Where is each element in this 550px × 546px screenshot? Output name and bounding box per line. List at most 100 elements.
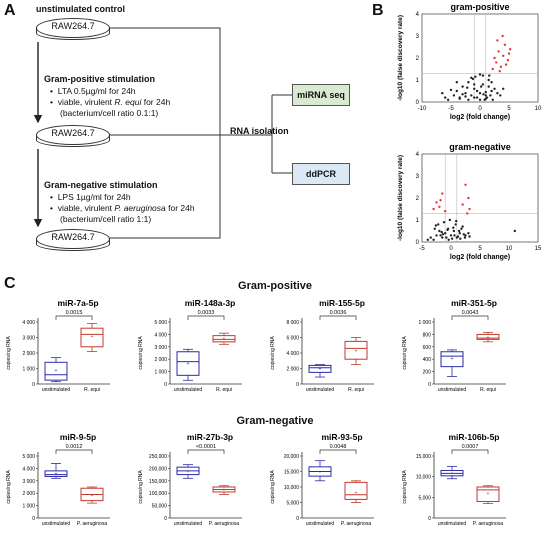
point-nonsignificant [474,75,477,78]
x-axis-label: log2 (fold change) [450,254,510,261]
y-tick-label: 8 000 [286,320,299,326]
point-significant [504,63,508,66]
y-axis-label: -log10 (false discovery rate) [397,15,404,101]
y-tick-label: 1 000 [154,370,167,376]
significance-bracket [451,449,489,454]
y-tick-label: 0 [32,382,35,388]
mean-marker: + [487,491,490,497]
point-nonsignificant [456,235,460,238]
point-nonsignificant [488,74,491,77]
category-label: R. equi [348,387,364,393]
box-chart-title: miR-7a-5p [57,298,98,308]
mean-marker: + [487,335,490,341]
point-nonsignificant [493,87,496,91]
point-nonsignificant [437,223,440,226]
box-chart-title: miR-148a-3p [185,298,236,308]
point-nonsignificant [484,94,487,97]
y-axis-label: copies/ng RNA [6,336,12,370]
point-nonsignificant [502,87,505,91]
y-tick-label: 1 000 [22,504,35,510]
gram-pos-item-2-line2: (bacterium/cell ratio 0.1:1) [60,108,159,118]
box-plots: miR-7a-5p 0 1 000 2 000 3 000 4 000 copies/ng … [6,298,506,527]
y-tick-label: 6 000 [286,336,299,342]
point-nonsignificant [434,224,438,227]
point-nonsignificant [438,229,441,233]
point-nonsignificant [464,95,467,98]
point-nonsignificant [441,233,445,236]
y-axis-label: copies/ng RNA [138,470,144,504]
y-tick-label: 50,000 [152,504,168,510]
box-chart-1: miR-7a-5p 0 1 000 2 000 3 000 4 000 copies/ng … [6,298,110,393]
point-significant [441,192,444,195]
gram-pos-list: • LTA 0.5µg/ml for 24h • viable, virulen… [50,86,250,119]
x-tick-label: 0 [478,106,482,112]
p-value-label: 0.0036 [330,310,347,316]
point-nonsignificant [496,92,499,95]
category-label: unstimulated [306,387,335,393]
point-nonsignificant [448,218,452,222]
panel-letter-b: B [372,2,384,19]
p-value-label: 0.0007 [462,444,479,450]
point-significant [501,34,504,38]
y-tick-label: 5 000 [22,454,35,460]
y-tick-label: 2 000 [22,351,35,357]
section-gram-negative-title: Gram-negative [236,415,314,427]
point-nonsignificant [453,234,456,237]
category-label: unstimulated [174,387,203,393]
y-axis-label: copies/ng RNA [138,336,144,370]
y-axis-label: copies/ng RNA [402,336,408,370]
point-nonsignificant [455,89,458,93]
y-tick-label: 2 000 [286,367,299,373]
point-significant [508,48,512,51]
category-label: P. aeruginosa [77,521,107,527]
y-tick-label: 200,000 [149,466,167,472]
point-significant [439,199,442,202]
point-nonsignificant [491,98,494,102]
point-nonsignificant [467,232,470,235]
significance-bracket [319,315,357,320]
y-tick-label: 0 [428,382,431,388]
category-label: unstimulated [438,387,467,393]
y-tick-label: 10,000 [284,485,300,491]
point-nonsignificant [457,229,461,233]
point-nonsignificant [478,73,482,76]
point-nonsignificant [462,233,465,236]
y-tick-label: 2 [416,196,420,202]
y-tick-label: 2 [416,56,420,62]
y-tick-label: 3 [416,34,420,40]
point-significant [438,205,441,208]
point-nonsignificant [452,226,455,229]
point-nonsignificant [459,237,462,240]
box-chart-8: miR-106b-5p 0 5,000 10,000 15,000 copies/ng R… [402,432,506,527]
box-chart-title: miR-155-5p [319,298,365,308]
point-nonsignificant [481,74,485,77]
y-tick-label: 150,000 [149,479,167,485]
point-significant [491,67,494,71]
y-tick-label: 4 000 [22,320,35,326]
point-significant [493,56,496,60]
point-significant [497,50,500,53]
point-nonsignificant [475,89,479,93]
y-tick-label: 3 000 [154,345,167,351]
y-tick-label: 3 [416,174,420,180]
y-tick-label: 4 000 [154,332,167,338]
point-nonsignificant [449,88,453,92]
point-nonsignificant [432,238,435,241]
point-significant [502,54,505,57]
point-nonsignificant [461,93,464,96]
gram-pos-stim-title: Gram-positive stimulation [44,74,156,84]
category-label: R. equi [216,387,232,393]
y-axis-label: copies/ng RNA [270,470,276,504]
y-tick-label: 250,000 [149,454,167,460]
significance-bracket [55,449,93,454]
point-nonsignificant [484,90,487,94]
panel-letter-c: C [4,275,16,292]
point-nonsignificant [487,85,490,88]
point-significant [432,207,435,211]
point-nonsignificant [478,98,482,102]
mirna-seq-box: miRNA seq [292,84,350,106]
y-tick-label: 0 [164,516,167,522]
gram-neg-stim-title: Gram-negative stimulation [44,180,158,190]
point-nonsignificant [464,234,467,237]
